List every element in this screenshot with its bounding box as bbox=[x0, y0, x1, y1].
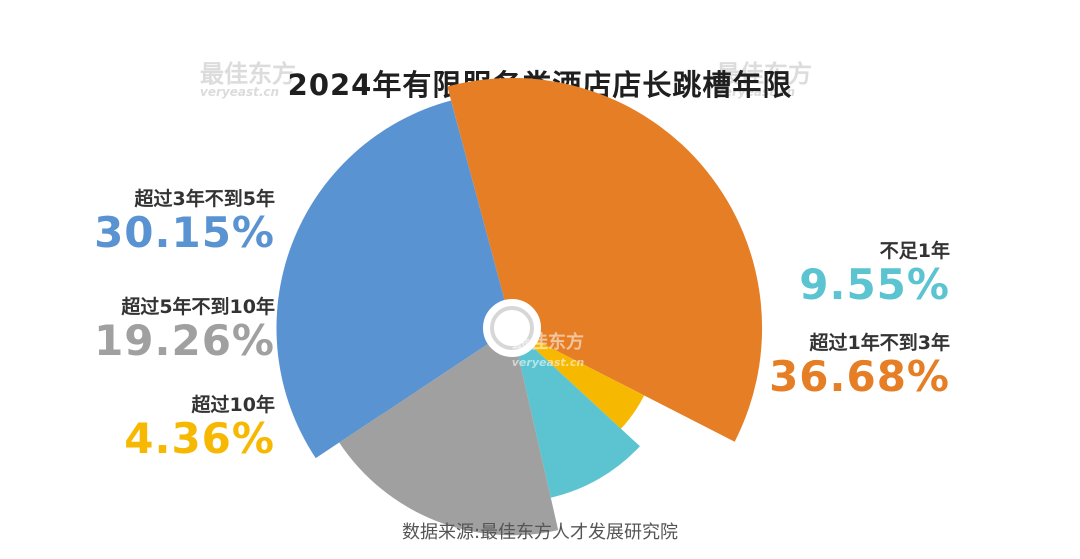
label-1-3-years: 超过1年不到3年 36.68% bbox=[769, 328, 950, 399]
data-source: 数据来源:最佳东方人才发展研究院 bbox=[401, 522, 679, 543]
center-watermark-url: veryeast.cn bbox=[512, 356, 585, 369]
category-label: 不足1年 bbox=[879, 240, 950, 262]
category-label: 超过5年不到10年 bbox=[121, 296, 275, 318]
label-5-10-years: 超过5年不到10年 19.26% bbox=[94, 292, 275, 363]
slice-1-3-years bbox=[447, 77, 763, 442]
value-label: 36.68% bbox=[769, 352, 950, 401]
center-ring bbox=[490, 306, 534, 350]
watermark-url: veryeast.cn bbox=[200, 85, 280, 99]
slice-over-10-years bbox=[512, 328, 645, 429]
watermark-top-left: 最佳东方 veryeast.cn bbox=[200, 62, 296, 98]
slice-3-5-years bbox=[276, 100, 512, 459]
category-label: 超过3年不到5年 bbox=[134, 188, 275, 210]
value-label: 30.15% bbox=[94, 208, 275, 257]
watermark-top-right: 最佳东方 veryeast.cn bbox=[716, 62, 812, 98]
center-watermark: 最佳东方 bbox=[512, 331, 584, 353]
slice-5-10-years bbox=[339, 328, 559, 536]
label-over-10-years: 超过10年 4.36% bbox=[124, 390, 275, 461]
category-label: 超过10年 bbox=[191, 394, 275, 416]
watermark-text: 最佳东方 bbox=[200, 60, 296, 88]
slice-under-1-year bbox=[512, 328, 640, 498]
value-label: 4.36% bbox=[124, 414, 275, 463]
label-under-1-year: 不足1年 9.55% bbox=[799, 236, 950, 307]
value-label: 19.26% bbox=[94, 316, 275, 365]
label-3-5-years: 超过3年不到5年 30.15% bbox=[94, 184, 275, 255]
watermark-url: veryeast.cn bbox=[716, 85, 796, 99]
watermark-text: 最佳东方 bbox=[716, 60, 812, 88]
category-label: 超过1年不到3年 bbox=[809, 332, 950, 354]
chart-slices bbox=[276, 77, 763, 536]
value-label: 9.55% bbox=[799, 260, 950, 309]
